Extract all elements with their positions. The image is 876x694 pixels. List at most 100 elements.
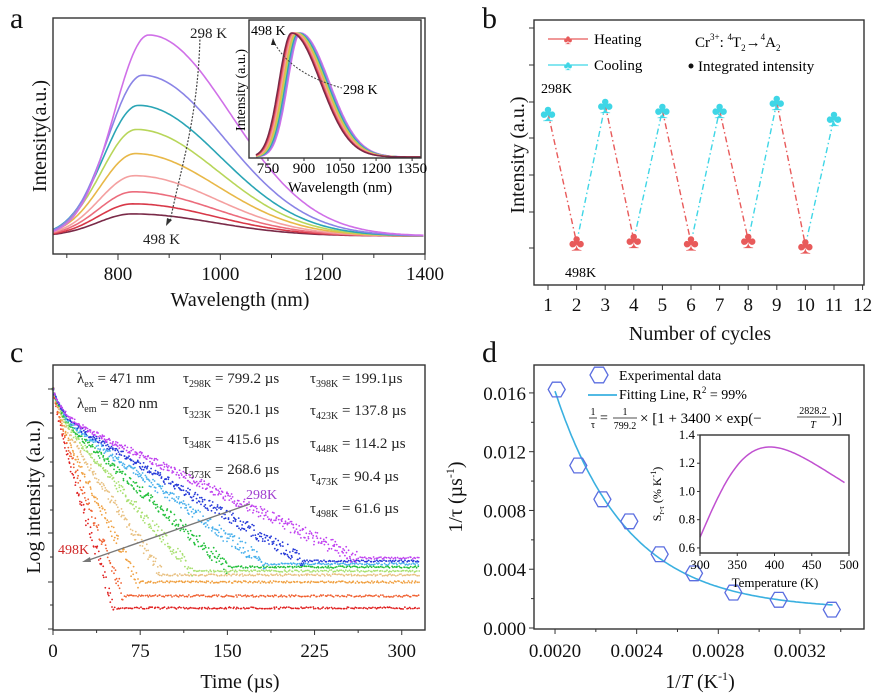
decay-point (333, 560, 336, 562)
decay-point (153, 459, 156, 462)
decay-point (134, 466, 136, 469)
decay-point (70, 434, 73, 437)
decay-point (190, 496, 193, 499)
decay-point (265, 574, 267, 577)
decay-point (414, 557, 417, 560)
decay-point (413, 594, 416, 597)
decay-point (250, 606, 253, 608)
decay-point (297, 595, 300, 597)
decay-point (319, 608, 321, 610)
decay-point (294, 548, 296, 551)
decay-point (213, 607, 216, 609)
decay-point (99, 557, 102, 560)
decay-point (201, 548, 204, 551)
decay-point (333, 543, 336, 546)
decay-point (99, 483, 102, 486)
decay-point (222, 540, 225, 542)
decay-point (398, 594, 400, 597)
decay-point (166, 580, 169, 583)
decay-point (304, 536, 306, 539)
decay-point (125, 449, 128, 452)
decay-point (80, 426, 83, 429)
decay-point (97, 455, 100, 457)
decay-point (263, 514, 266, 517)
decay-point (112, 608, 115, 611)
decay-point (160, 565, 163, 568)
decay-point (234, 547, 237, 550)
decay-point (164, 534, 167, 536)
inset-x-tick-label: 750 (257, 161, 280, 177)
decay-point (270, 607, 273, 610)
decay-point (61, 424, 63, 427)
decay-point (71, 472, 74, 475)
decay-point (157, 472, 160, 474)
decay-point (339, 546, 342, 548)
decay-point (269, 537, 272, 539)
decay-point (167, 517, 170, 519)
decay-point (251, 565, 254, 568)
decay-point (77, 437, 80, 439)
decay-point (307, 561, 310, 563)
decay-point (84, 499, 87, 502)
decay-point (224, 517, 227, 520)
decay-point (107, 594, 110, 597)
decay-point (272, 595, 275, 598)
heating-segment (776, 102, 807, 246)
decay-point (263, 567, 266, 570)
decay-point (182, 524, 184, 527)
label-498k: 498 K (143, 232, 180, 248)
decay-point (364, 581, 367, 584)
decay-point (176, 484, 178, 487)
decay-point (222, 580, 225, 583)
decay-point (70, 453, 72, 455)
decay-point (224, 495, 227, 498)
decay-point (129, 465, 132, 467)
decay-point (307, 595, 309, 598)
decay-point (321, 580, 324, 583)
decay-point (286, 543, 289, 546)
decay-point (200, 478, 203, 481)
fit-equation: 1 τ = 1 799.2 × [1 + 3400 × exp(− 2828.2… (589, 406, 842, 432)
decay-point (76, 477, 79, 480)
decay-point (159, 484, 162, 487)
decay-point (342, 569, 344, 572)
decay-point (407, 570, 410, 573)
decay-point (401, 557, 403, 560)
decay-point (133, 606, 136, 609)
decay-point (236, 548, 239, 550)
decay-point (254, 574, 257, 577)
decay-point (118, 447, 121, 449)
decay-point (318, 574, 320, 577)
decay-point (298, 552, 300, 555)
decay-point (182, 502, 184, 505)
decay-point (367, 581, 370, 584)
decay-point (195, 574, 197, 577)
decay-point (90, 453, 93, 455)
decay-point (116, 506, 119, 509)
eq-lhs-num: 1 (591, 407, 596, 418)
decay-point (346, 557, 348, 560)
decay-point (208, 482, 210, 485)
decay-point (250, 574, 252, 577)
decay-point (236, 570, 238, 573)
decay-point (350, 574, 353, 577)
decay-point (256, 537, 259, 540)
decay-point (335, 560, 337, 563)
decay-point (156, 503, 158, 506)
decay-point (381, 570, 384, 572)
decay-point (220, 493, 222, 495)
decay-point (90, 467, 92, 470)
decay-point (210, 509, 213, 512)
decay-point (324, 563, 326, 566)
x-axis-title: Time (µs) (200, 671, 279, 693)
decay-point (216, 529, 219, 532)
decay-point (237, 565, 240, 567)
decay-point (248, 554, 251, 557)
decay-point (236, 565, 238, 568)
decay-point (87, 522, 89, 525)
decay-point (242, 521, 245, 523)
decay-point (111, 453, 114, 456)
decay-point (223, 607, 226, 610)
decay-point (329, 560, 332, 563)
decay-point (134, 533, 136, 536)
